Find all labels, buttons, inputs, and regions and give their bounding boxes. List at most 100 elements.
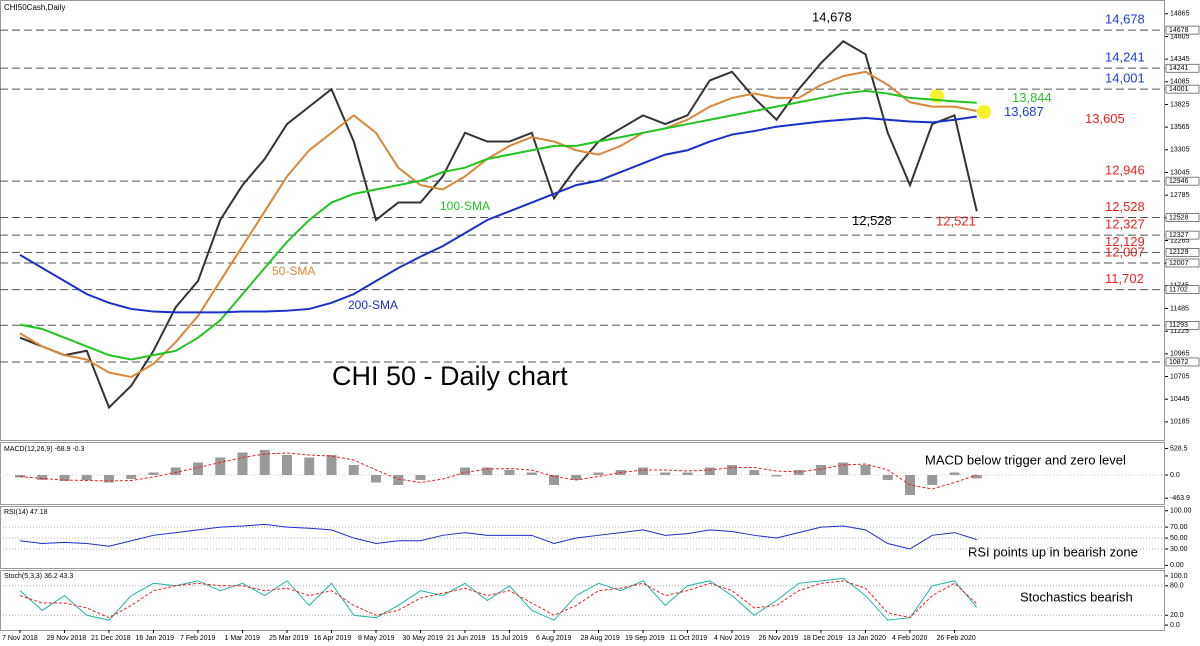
x-tick-label: 29 Nov 2018 — [47, 635, 87, 642]
y-tick-label: 0.0 — [1170, 472, 1180, 479]
macd-bar — [838, 462, 849, 475]
point-annotation: 12,528 — [852, 213, 892, 228]
highlight-dot — [977, 105, 991, 119]
y-tick-label: 10965 — [1170, 351, 1190, 358]
level-tag-label: 11293 — [1169, 322, 1188, 329]
macd-bar — [882, 475, 893, 480]
level-tag-label: 12528 — [1169, 214, 1189, 221]
panel-annotation: Stochastics bearish — [1020, 589, 1133, 604]
macd-bar — [415, 475, 426, 480]
macd-bar — [81, 475, 92, 480]
macd-bar — [749, 470, 760, 475]
macd-bar — [304, 457, 315, 475]
macd-bar — [504, 470, 515, 475]
y-tick-label: 10445 — [1170, 396, 1190, 403]
level-annotation: 12,946 — [1105, 163, 1145, 178]
x-tick-label: 15 Jul 2019 — [492, 635, 528, 642]
x-tick-label: 21 Dec 2018 — [91, 635, 131, 642]
level-annotation: 14,001 — [1105, 71, 1145, 86]
main-frame — [0, 0, 1165, 441]
level-tag — [1165, 176, 1200, 186]
y-tick-label: 70.00 — [1170, 524, 1188, 531]
level-tag — [1165, 258, 1200, 268]
macd-bar — [549, 475, 559, 485]
level-tag — [1165, 25, 1200, 35]
y-tick-label: 20.0 — [1170, 612, 1184, 619]
point-annotation: 12,521 — [936, 214, 976, 229]
macd-bar — [348, 465, 359, 475]
price-line — [19, 115, 977, 314]
price-line — [19, 39, 978, 410]
level-annotation: 13,687 — [1004, 104, 1044, 119]
macd-bar — [104, 475, 114, 483]
x-tick-label: 1 Mar 2019 — [225, 635, 261, 642]
level-tag — [1165, 321, 1200, 330]
y-tick-label: 30.00 — [1170, 546, 1188, 553]
x-tick-label: 11 Oct 2019 — [670, 635, 708, 642]
y-tick-label: 13825 — [1170, 101, 1190, 108]
macd-bar — [282, 455, 292, 475]
macd-bar — [727, 465, 737, 475]
macd-bar — [15, 475, 25, 478]
macd-bar — [126, 475, 137, 479]
panel-annotation: MACD below trigger and zero level — [925, 452, 1126, 467]
level-annotation: 14,678 — [1105, 12, 1145, 27]
y-tick-label: 11485 — [1170, 305, 1189, 312]
level-annotation: 13,605 — [1085, 111, 1125, 126]
level-annotation: 12,528 — [1105, 199, 1145, 214]
macd-bar — [259, 450, 270, 475]
panel-annotation: RSI points up in bearish zone — [968, 544, 1138, 559]
macd-bar — [193, 462, 203, 475]
point-annotation: 14,678 — [812, 10, 852, 25]
macd-bar — [237, 452, 248, 475]
indicator-line — [19, 452, 977, 490]
level-tag-label: 14001 — [1169, 86, 1189, 93]
y-tick-label: 10705 — [1170, 373, 1190, 380]
macd-bar — [593, 472, 604, 475]
level-tag-label: 12129 — [1169, 249, 1189, 256]
x-tick-label: 16 Jan 2019 — [136, 635, 175, 642]
y-tick-label: 14865 — [1170, 11, 1190, 18]
x-tick-label: 21 Jun 2019 — [447, 635, 486, 642]
x-tick-label: 4 Feb 2020 — [892, 635, 928, 642]
level-tag — [1165, 285, 1200, 294]
y-tick-label: 12785 — [1170, 192, 1190, 199]
x-tick-label: 4 Nov 2019 — [714, 635, 750, 642]
macd-bar — [482, 467, 493, 475]
level-tag-label: 10872 — [1169, 359, 1189, 366]
macd-bar — [660, 472, 671, 475]
macd-bar — [326, 455, 337, 475]
level-annotation: 14,241 — [1105, 50, 1145, 65]
level-tag-label: 14678 — [1169, 27, 1189, 34]
macd-bar — [148, 472, 159, 475]
level-annotation: 12,327 — [1105, 217, 1145, 232]
level-tag-label: 12946 — [1169, 178, 1189, 185]
level-tag-label: 12007 — [1169, 260, 1189, 267]
y-tick-label: 0.0 — [1170, 622, 1180, 629]
level-tag-label: 14241 — [1169, 65, 1189, 72]
x-tick-label: 26 Nov 2019 — [759, 635, 799, 642]
x-tick-label: 7 Nov 2018 — [2, 635, 38, 642]
level-tag — [1165, 248, 1200, 257]
sma-label: 200-SMA — [348, 298, 398, 312]
y-tick-label: 80.0 — [1170, 583, 1184, 590]
macd-bar — [682, 472, 693, 475]
x-tick-label: 8 May 2019 — [358, 635, 395, 642]
level-annotation: 12,007 — [1105, 244, 1145, 259]
x-tick-label: 7 Feb 2019 — [180, 635, 216, 642]
y-tick-label: 10185 — [1170, 419, 1190, 426]
price-line — [19, 89, 977, 361]
x-tick-label: 13 Jan 2020 — [848, 635, 887, 642]
rsi-frame — [0, 506, 1165, 569]
x-tick-label: 19 Sep 2019 — [625, 635, 665, 642]
panel-title: MACD(12,26,9) -68.9 -0.3 — [4, 446, 85, 453]
window-title: CHI50Cash,Daily — [4, 3, 65, 12]
level-annotation: 12,129 — [1105, 234, 1145, 249]
macd-bar — [526, 472, 537, 475]
sma-label: 50-SMA — [272, 264, 315, 278]
macd-bar — [215, 457, 226, 475]
x-tick-label: 6 Aug 2019 — [536, 635, 572, 642]
level-tag — [1165, 63, 1200, 73]
